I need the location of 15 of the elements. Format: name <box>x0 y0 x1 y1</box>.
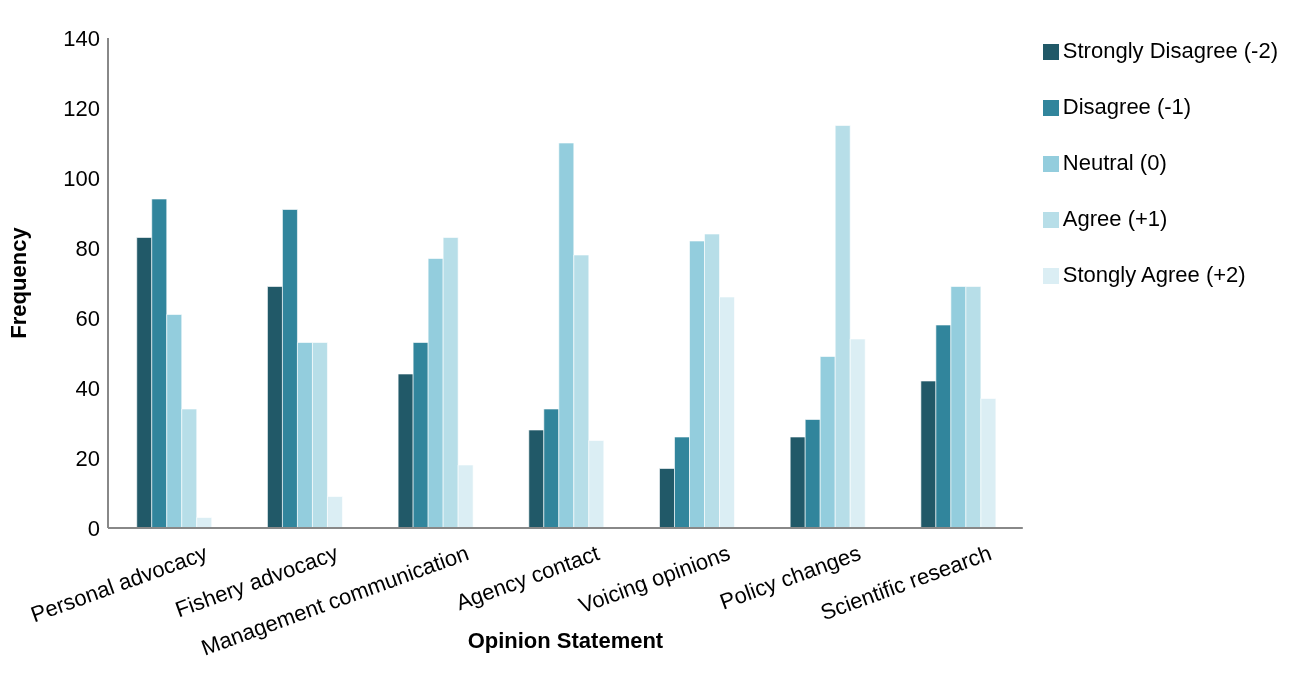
y-tick-label: 20 <box>75 445 100 471</box>
y-axis-title: Frequency <box>5 226 31 339</box>
y-tick-label: 40 <box>75 375 100 401</box>
y-tick-label: 80 <box>75 235 100 261</box>
legend-label: Stongly Agree (+2) <box>1062 262 1246 287</box>
y-tick-label: 60 <box>75 305 100 331</box>
legend-label: Disagree (-1) <box>1062 94 1192 119</box>
y-tick-label: 140 <box>63 25 100 51</box>
y-tick-label: 120 <box>63 95 100 121</box>
legend-label: Agree (+1) <box>1062 206 1168 231</box>
x-axis-title: Opinion Statement <box>467 628 664 653</box>
y-tick-label: 0 <box>87 515 100 541</box>
legend-label: Strongly Disagree (-2) <box>1062 38 1278 63</box>
y-tick-label: 100 <box>63 165 100 191</box>
legend-label: Neutral (0) <box>1062 150 1167 175</box>
